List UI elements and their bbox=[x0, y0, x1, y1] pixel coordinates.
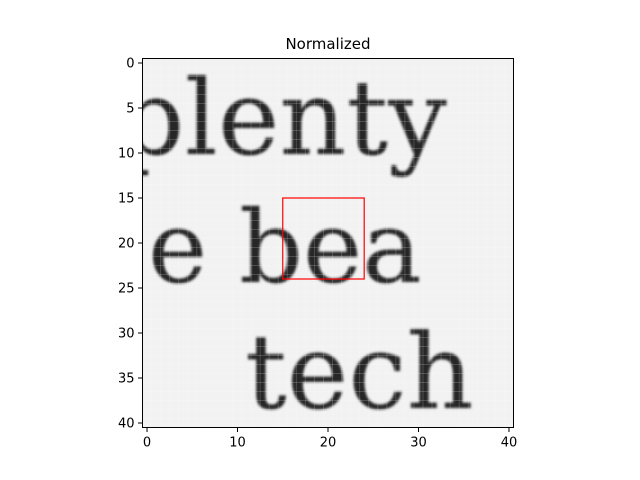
y-axis: 0 5 10 15 20 25 30 35 40 bbox=[118, 57, 143, 432]
image-text-line-3: tech bbox=[245, 311, 474, 433]
x-tick-label: 30 bbox=[410, 436, 427, 451]
chart-title: Normalized bbox=[285, 35, 370, 53]
y-tick-label: 5 bbox=[126, 102, 134, 117]
image-background bbox=[142, 58, 514, 428]
x-tick-label: 0 bbox=[143, 436, 151, 451]
y-tick-label: 15 bbox=[118, 192, 135, 207]
y-tick-label: 10 bbox=[118, 147, 135, 162]
x-axis: 0 10 20 30 40 bbox=[143, 427, 518, 451]
image-text-line-1: plenty bbox=[118, 57, 447, 179]
y-tick-label: 20 bbox=[118, 237, 135, 252]
highlight-box bbox=[282, 197, 365, 280]
image-text-texture: plenty e bea tech bbox=[118, 57, 474, 433]
x-tick-label: 40 bbox=[501, 436, 518, 451]
y-tick-label: 25 bbox=[118, 282, 135, 297]
x-tick-label: 10 bbox=[229, 436, 246, 451]
y-tick-label: 35 bbox=[118, 372, 135, 387]
y-tick-label: 40 bbox=[118, 417, 135, 432]
heatmap-image: plenty e bea tech bbox=[118, 57, 514, 433]
y-tick-label: 30 bbox=[118, 327, 135, 342]
pixel-grid-overlay bbox=[142, 58, 514, 428]
y-tick-label: 0 bbox=[126, 57, 134, 72]
x-tick-label: 20 bbox=[320, 436, 337, 451]
image-text-line-2: e bea bbox=[148, 189, 422, 306]
